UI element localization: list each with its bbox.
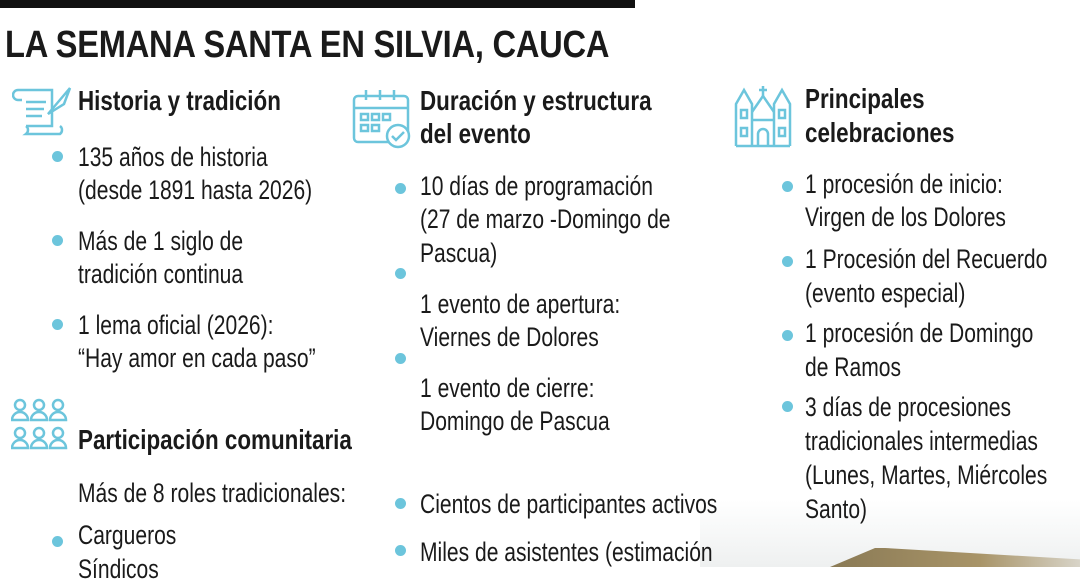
duracion-item-3-line-1: 1 evento de cierre: xyxy=(420,373,595,403)
historia-item-2-line-1: Más de 1 siglo de xyxy=(78,226,244,256)
historia-item-3-line-1: 1 lema oficial (2026): xyxy=(78,310,274,340)
bullet-dot xyxy=(52,536,63,547)
bullet-dot xyxy=(782,181,793,192)
duracion-item-3-line-2: Domingo de Pascua xyxy=(420,406,610,436)
duracion-item-4: Cientos de participantes activos xyxy=(420,489,718,519)
celebraciones-item-2-line-2: (evento especial) xyxy=(805,278,966,308)
historia-item-1-line-2: (desde 1891 hasta 2026) xyxy=(78,175,313,205)
duracion-item-1-line-1: 10 días de programación xyxy=(420,171,653,201)
duracion-item-1-line-2: (27 de marzo -Domingo de xyxy=(420,204,671,234)
historia-item-1-line-1: 135 años de historia xyxy=(78,142,268,172)
historia-item-3-line-2: “Hay amor en cada paso” xyxy=(78,343,316,373)
historia-heading: Historia y tradición xyxy=(78,85,281,116)
bullet-dot xyxy=(52,151,63,162)
participacion-heading: Participación comunitaria xyxy=(78,424,352,455)
duracion-heading-line-2: del evento xyxy=(420,118,531,149)
duracion-item-5: Miles de asistentes (estimación xyxy=(420,537,713,567)
bullet-dot xyxy=(395,353,406,364)
people-group-icon xyxy=(11,398,68,450)
historia-item-2-line-2: tradición continua xyxy=(78,259,244,289)
bullet-dot xyxy=(395,268,406,279)
celebraciones-item-3-line-1: 1 procesión de Domingo xyxy=(805,318,1034,348)
celebraciones-heading-line-1: Principales xyxy=(805,83,925,114)
duracion-heading-line-1: Duración y estructura xyxy=(420,85,652,116)
celebraciones-item-2-line-1: 1 Procesión del Recuerdo xyxy=(805,244,1048,274)
bullet-dot xyxy=(395,545,406,556)
bullet-dot xyxy=(52,235,63,246)
bullet-dot xyxy=(782,256,793,267)
celebraciones-item-1-line-1: 1 procesión de inicio: xyxy=(805,169,1003,199)
duracion-item-2-line-1: 1 evento de apertura: xyxy=(420,289,621,319)
celebraciones-item-4-line-2: tradicionales intermedias xyxy=(805,426,1038,456)
duracion-item-1-line-3: Pascua) xyxy=(420,238,498,268)
celebraciones-item-4-line-3: (Lunes, Martes, Miércoles xyxy=(805,460,1048,490)
bullet-dot xyxy=(52,319,63,330)
top-rule xyxy=(0,0,635,8)
duracion-item-2-line-2: Viernes de Dolores xyxy=(420,322,599,352)
bullet-dot xyxy=(782,330,793,341)
bullet-dot xyxy=(395,183,406,194)
celebraciones-item-1-line-2: Virgen de los Dolores xyxy=(805,202,1006,232)
participacion-item-2: Síndicos xyxy=(78,554,159,584)
calendar-check-icon xyxy=(352,90,411,149)
celebraciones-item-4-line-4: Santo) xyxy=(805,494,868,524)
church-icon xyxy=(734,86,792,148)
celebraciones-heading-line-2: celebraciones xyxy=(805,117,955,148)
participacion-intro: Más de 8 roles tradicionales: xyxy=(78,478,347,508)
bullet-dot xyxy=(395,498,406,509)
bullet-dot xyxy=(782,401,793,412)
celebraciones-item-3-line-2: de Ramos xyxy=(805,352,901,382)
page-title: LA SEMANA SANTA EN SILVIA, CAUCA xyxy=(5,24,610,66)
participacion-item-1: Cargueros xyxy=(78,520,177,550)
scroll-quill-icon xyxy=(12,87,72,136)
celebraciones-item-4-line-1: 3 días de procesiones xyxy=(805,392,1012,422)
